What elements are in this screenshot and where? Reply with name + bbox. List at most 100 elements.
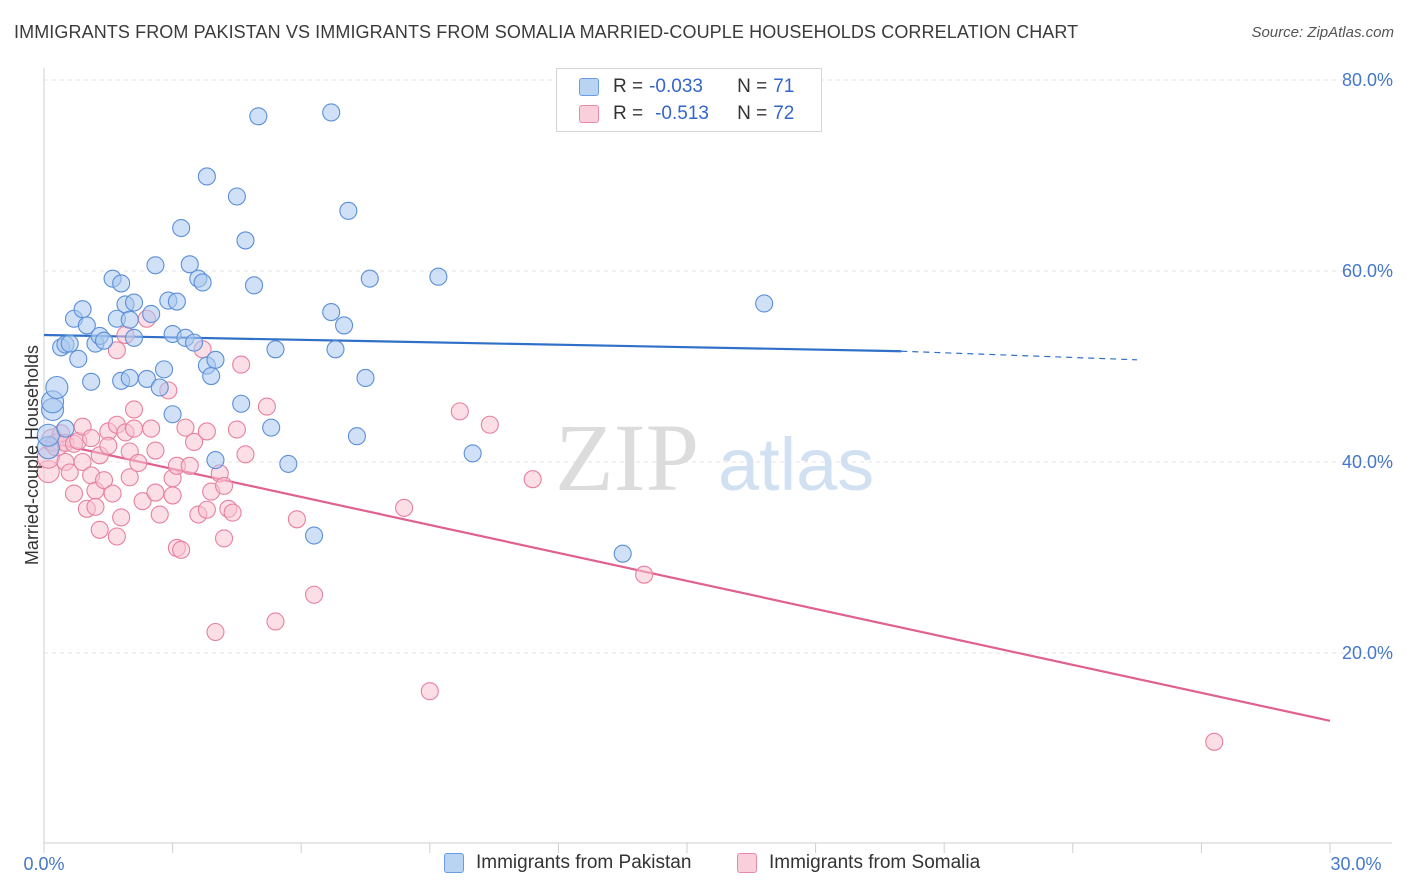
point-somalia xyxy=(150,505,169,524)
point-pakistan xyxy=(124,293,144,312)
point-pakistan xyxy=(335,316,354,335)
point-pakistan xyxy=(232,394,251,413)
y-tick-label: 60.0% xyxy=(1342,261,1393,281)
point-somalia xyxy=(206,622,225,642)
point-pakistan xyxy=(77,316,96,335)
point-somalia xyxy=(223,503,242,522)
legend-label-somalia: Immigrants from Somalia xyxy=(769,852,981,873)
point-somalia xyxy=(232,355,251,374)
point-pakistan xyxy=(73,300,92,319)
legend-r-value: -0.033 xyxy=(649,76,703,97)
legend-label-pakistan: Immigrants from Pakistan xyxy=(476,852,692,873)
point-pakistan xyxy=(180,255,199,274)
point-pakistan xyxy=(56,419,75,438)
point-pakistan xyxy=(60,334,79,353)
point-somalia xyxy=(184,432,204,451)
point-pakistan xyxy=(167,292,186,311)
point-pakistan xyxy=(266,340,285,359)
point-pakistan xyxy=(197,167,216,186)
point-somalia xyxy=(214,529,234,548)
legend-swatch-pakistan xyxy=(579,78,599,96)
point-somalia xyxy=(146,483,165,502)
point-somalia xyxy=(523,470,542,489)
point-somalia xyxy=(90,520,109,539)
point-pakistan xyxy=(339,201,358,220)
point-pakistan xyxy=(112,274,131,293)
legend-n-value: 72 xyxy=(773,103,795,124)
y-tick-label: 40.0% xyxy=(1342,452,1393,472)
point-somalia xyxy=(180,456,199,475)
legend-swatch-pakistan xyxy=(444,853,464,873)
point-pakistan xyxy=(94,331,114,350)
data-points xyxy=(36,103,1224,751)
point-pakistan xyxy=(36,423,60,447)
trend-line-pakistan-extension xyxy=(901,350,1138,361)
point-pakistan xyxy=(244,276,264,295)
point-pakistan xyxy=(322,103,341,122)
point-somalia xyxy=(120,468,139,487)
point-somalia xyxy=(146,441,165,460)
point-pakistan xyxy=(184,333,204,352)
point-somalia xyxy=(197,500,216,519)
trend-line-somalia xyxy=(43,439,1331,722)
point-pakistan xyxy=(356,368,375,388)
legend-r-label: R = xyxy=(613,76,644,97)
legend-item-pakistan: Immigrants from Pakistan xyxy=(444,852,691,874)
point-pakistan xyxy=(193,273,212,292)
point-somalia xyxy=(305,585,324,604)
legend-n-label: N = xyxy=(737,76,768,97)
point-somalia xyxy=(197,422,216,441)
point-pakistan xyxy=(463,444,482,463)
point-somalia xyxy=(60,463,79,482)
point-somalia xyxy=(420,682,439,701)
point-somalia xyxy=(73,452,92,472)
point-pakistan xyxy=(202,366,221,386)
point-pakistan xyxy=(236,231,255,250)
series-legend: Immigrants from Pakistan Immigrants from… xyxy=(0,852,1406,878)
point-pakistan xyxy=(227,187,246,206)
point-somalia xyxy=(257,397,276,416)
point-somalia xyxy=(64,484,84,503)
y-axis-label: Married-couple Households xyxy=(22,345,42,565)
legend-r-label: R = xyxy=(613,103,644,124)
point-somalia xyxy=(94,471,114,490)
point-pakistan xyxy=(137,369,156,388)
legend-swatch-somalia xyxy=(737,853,757,873)
point-pakistan xyxy=(279,454,298,473)
point-somalia xyxy=(450,402,469,421)
stats-legend: R = -0.033 N = 71 R = -0.513 N = 72 xyxy=(556,68,822,132)
point-pakistan xyxy=(322,303,341,322)
point-pakistan xyxy=(305,526,324,545)
point-pakistan xyxy=(82,372,101,391)
legend-n-value: 71 xyxy=(773,76,795,97)
watermark: ZIP atlas xyxy=(555,404,874,511)
point-pakistan xyxy=(429,267,448,286)
point-somalia xyxy=(86,497,105,516)
point-pakistan xyxy=(613,544,632,563)
x-tick-left: 0.0% xyxy=(23,854,64,874)
point-somalia xyxy=(133,492,152,511)
chart-title: IMMIGRANTS FROM PAKISTAN VS IMMIGRANTS F… xyxy=(14,22,1079,42)
point-somalia xyxy=(172,540,191,559)
point-somalia xyxy=(124,400,144,419)
point-somalia xyxy=(480,415,499,434)
point-pakistan xyxy=(347,427,366,446)
point-pakistan xyxy=(206,451,225,470)
y-tick-label: 20.0% xyxy=(1342,643,1393,663)
point-somalia xyxy=(227,420,246,439)
point-somalia xyxy=(236,445,255,464)
point-somalia xyxy=(176,418,195,437)
watermark-zip: ZIP xyxy=(555,404,699,511)
axis-labels: Married-couple Households 0.0% 30.0% xyxy=(22,345,1382,874)
x-tick-right: 30.0% xyxy=(1330,854,1381,874)
point-pakistan xyxy=(146,256,165,275)
point-pakistan xyxy=(45,375,69,400)
point-somalia xyxy=(163,486,182,505)
point-pakistan xyxy=(326,340,345,359)
source-label: Source: ZipAtlas.com xyxy=(1251,24,1394,41)
legend-row-somalia: R = -0.513 N = 72 xyxy=(579,100,794,128)
y-tick-labels: 20.0% 40.0% 60.0% 80.0% xyxy=(1342,70,1393,663)
point-pakistan xyxy=(154,360,174,379)
point-somalia xyxy=(287,510,306,529)
trend-lines xyxy=(43,333,1331,722)
